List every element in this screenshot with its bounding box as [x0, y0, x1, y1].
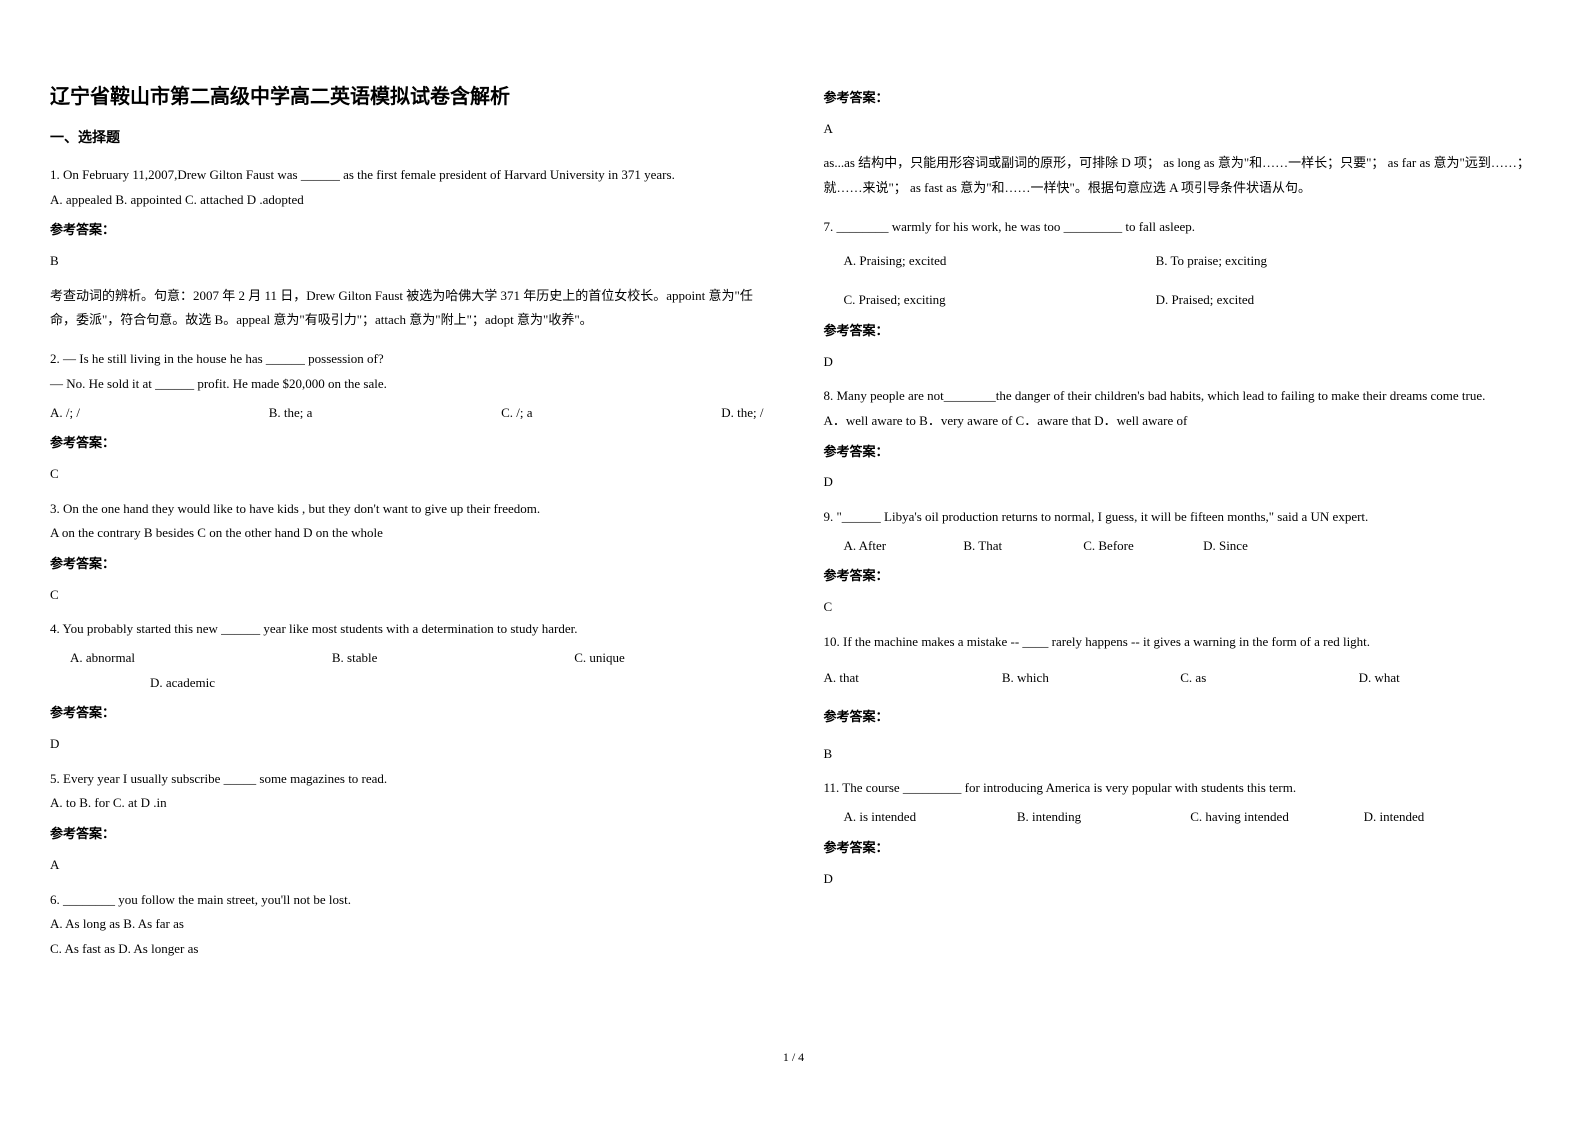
q10-optA: A. that — [824, 666, 1002, 691]
question-10: 10. If the machine makes a mistake -- __… — [824, 630, 1538, 767]
q3-answer: C — [50, 583, 764, 608]
q9-text: 9. "______ Libya's oil production return… — [824, 505, 1538, 530]
q2-line2: — No. He sold it at ______ profit. He ma… — [50, 372, 764, 397]
q1-text: 1. On February 11,2007,Drew Gilton Faust… — [50, 163, 764, 188]
q11-optB: B. intending — [1017, 805, 1190, 830]
q6-answer: A — [824, 117, 1538, 142]
answer-label: 参考答案： — [824, 319, 1538, 344]
question-2: 2. — Is he still living in the house he … — [50, 347, 764, 486]
question-11: 11. The course _________ for introducing… — [824, 776, 1538, 891]
answer-label: 参考答案： — [50, 822, 764, 847]
q10-options: A. that B. which C. as D. what — [824, 666, 1538, 691]
question-7: 7. ________ warmly for his work, he was … — [824, 215, 1538, 374]
page-container: 辽宁省鞍山市第二高级中学高二英语模拟试卷含解析 一、选择题 1. On Febr… — [50, 80, 1537, 1040]
q7-optD: D. Praised; excited — [1156, 288, 1255, 313]
q2-answer: C — [50, 462, 764, 487]
q3-text: 3. On the one hand they would like to ha… — [50, 497, 764, 522]
q4-optA: A. abnormal — [70, 646, 135, 671]
q9-optA: A. After — [844, 534, 964, 559]
q1-explanation: 考查动词的辨析。句意：2007 年 2 月 11 日，Drew Gilton F… — [50, 284, 764, 333]
q2-optD: D. the; / — [721, 401, 763, 426]
q9-optB: B. That — [963, 534, 1083, 559]
q1-answer: B — [50, 249, 764, 274]
q7-optB: B. To praise; exciting — [1156, 249, 1268, 274]
q7-optC: C. Praised; exciting — [844, 288, 1156, 313]
q7-options: A. Praising; excited B. To praise; excit… — [824, 249, 1538, 312]
q11-optD: D. intended — [1364, 805, 1537, 830]
page-number: 1 / 4 — [50, 1050, 1537, 1065]
q3-options: A on the contrary B besides C on the oth… — [50, 521, 764, 546]
answer-label: 参考答案： — [50, 552, 764, 577]
q5-answer: A — [50, 853, 764, 878]
q2-optC: C. /; a — [501, 401, 532, 426]
q2-optB: B. the; a — [269, 401, 313, 426]
question-4: 4. You probably started this new ______ … — [50, 617, 764, 756]
q7-optA: A. Praising; excited — [844, 249, 1156, 274]
q6-text: 6. ________ you follow the main street, … — [50, 888, 764, 913]
q8-text: 8. Many people are not________the danger… — [824, 384, 1538, 409]
q4-optC: C. unique — [574, 646, 625, 671]
q2-optA: A. /; / — [50, 401, 80, 426]
question-8: 8. Many people are not________the danger… — [824, 384, 1538, 495]
answer-label: 参考答案： — [50, 431, 764, 456]
q10-text: 10. If the machine makes a mistake -- __… — [824, 630, 1538, 655]
q10-optD: D. what — [1359, 666, 1537, 691]
answer-label: 参考答案： — [824, 836, 1538, 861]
q11-options: A. is intended B. intending C. having in… — [824, 805, 1538, 830]
question-1: 1. On February 11,2007,Drew Gilton Faust… — [50, 163, 764, 333]
q11-answer: D — [824, 867, 1538, 892]
question-6-cont: 参考答案： A as...as 结构中，只能用形容词或副词的原形，可排除 D 项… — [824, 86, 1538, 201]
q1-options: A. appealed B. appointed C. attached D .… — [50, 188, 764, 213]
q6-optsAB: A. As long as B. As far as — [50, 912, 764, 937]
q6-explanation: as...as 结构中，只能用形容词或副词的原形，可排除 D 项； as lon… — [824, 151, 1538, 200]
q8-options: A．well aware to B．very aware of C．aware … — [824, 409, 1538, 434]
q11-optC: C. having intended — [1190, 805, 1363, 830]
q4-optD: D. academic — [70, 671, 764, 696]
q10-optB: B. which — [1002, 666, 1180, 691]
answer-label: 参考答案： — [824, 564, 1538, 589]
q9-options: A. After B. That C. Before D. Since — [824, 534, 1323, 559]
question-6: 6. ________ you follow the main street, … — [50, 888, 764, 962]
q9-optD: D. Since — [1203, 534, 1323, 559]
question-9: 9. "______ Libya's oil production return… — [824, 505, 1538, 620]
answer-label: 参考答案： — [824, 440, 1538, 465]
answer-label: 参考答案： — [50, 701, 764, 726]
answer-label: 参考答案： — [824, 705, 1538, 730]
right-column: 参考答案： A as...as 结构中，只能用形容词或副词的原形，可排除 D 项… — [824, 80, 1538, 1040]
q2-line1: 2. — Is he still living in the house he … — [50, 347, 764, 372]
q11-optA: A. is intended — [844, 805, 1017, 830]
q7-answer: D — [824, 350, 1538, 375]
q8-answer: D — [824, 470, 1538, 495]
q5-options: A. to B. for C. at D .in — [50, 791, 764, 816]
q4-answer: D — [50, 732, 764, 757]
question-5: 5. Every year I usually subscribe _____ … — [50, 767, 764, 878]
question-3: 3. On the one hand they would like to ha… — [50, 497, 764, 608]
q9-answer: C — [824, 595, 1538, 620]
q9-optC: C. Before — [1083, 534, 1203, 559]
q6-optsCD: C. As fast as D. As longer as — [50, 937, 764, 962]
left-column: 辽宁省鞍山市第二高级中学高二英语模拟试卷含解析 一、选择题 1. On Febr… — [50, 80, 764, 1040]
q4-optB: B. stable — [332, 646, 378, 671]
q4-text: 4. You probably started this new ______ … — [50, 617, 764, 642]
q2-options-row: A. /; / B. the; a C. /; a D. the; / — [50, 401, 764, 426]
page-title: 辽宁省鞍山市第二高级中学高二英语模拟试卷含解析 — [50, 80, 764, 109]
q10-answer: B — [824, 742, 1538, 767]
q7-text: 7. ________ warmly for his work, he was … — [824, 215, 1538, 240]
answer-label: 参考答案： — [50, 218, 764, 243]
answer-label: 参考答案： — [824, 86, 1538, 111]
section-heading: 一、选择题 — [50, 127, 764, 147]
q11-text: 11. The course _________ for introducing… — [824, 776, 1538, 801]
q5-text: 5. Every year I usually subscribe _____ … — [50, 767, 764, 792]
q10-optC: C. as — [1180, 666, 1358, 691]
q4-options: A. abnormal B. stable C. unique D. acade… — [50, 646, 764, 695]
